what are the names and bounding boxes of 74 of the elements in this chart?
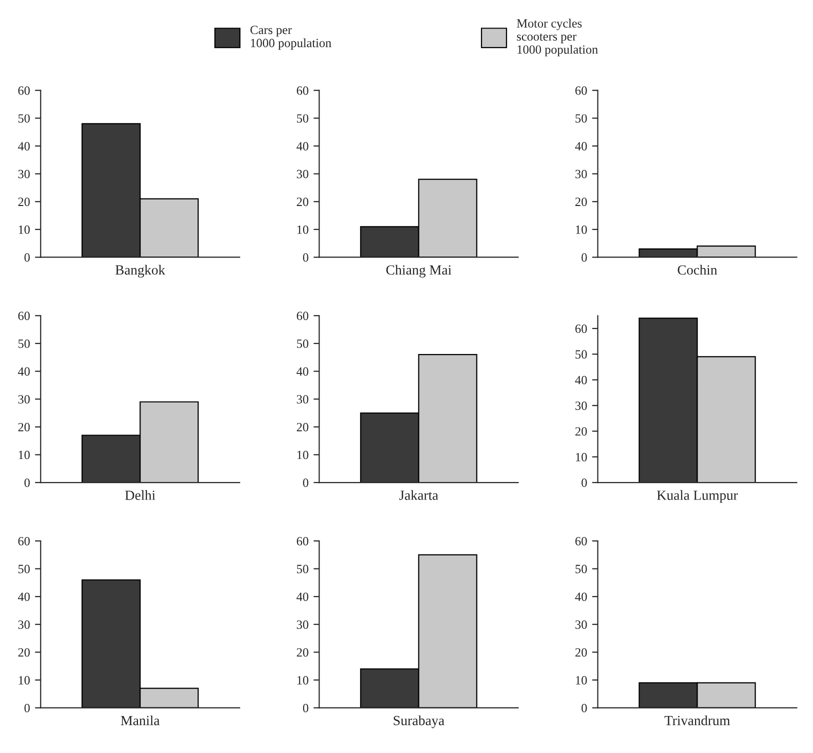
y-tick-label: 60 — [575, 86, 587, 95]
y-tick-label: 30 — [575, 170, 587, 178]
y-tick-label: 0 — [582, 478, 587, 487]
y-tick-label: 50 — [297, 114, 308, 123]
y-tick-label: 20 — [296, 198, 308, 206]
y-tick-label: 0 — [303, 704, 308, 712]
y-tick-label: 0 — [24, 704, 30, 712]
y-tick-label: 20 — [575, 198, 587, 206]
y-tick-label: 60 — [296, 86, 308, 95]
x-axis-title: Cochin — [678, 264, 718, 275]
y-tick-label: 10 — [576, 452, 587, 462]
y-tick-label: 40 — [575, 376, 587, 384]
y-tick-label: 50 — [576, 350, 587, 359]
y-tick-label: 30 — [18, 395, 30, 404]
legend-label: Cars per 1000 population — [250, 26, 332, 50]
y-tick-label: 60 — [18, 312, 30, 320]
y-tick-label: 60 — [575, 324, 587, 333]
y-tick-label: 10 — [297, 450, 308, 460]
y-tick-label: 40 — [18, 592, 30, 602]
y-tick-label: 10 — [18, 676, 30, 684]
y-tick-label: 50 — [18, 339, 30, 348]
y-tick-label: 20 — [18, 198, 30, 206]
y-tick-label: 60 — [296, 312, 308, 320]
y-tick-label: 50 — [297, 339, 308, 348]
x-axis-title: Kuala Lumpur — [656, 490, 738, 503]
x-axis-title: Delhi — [125, 490, 156, 500]
x-axis-title: Bangkok — [115, 264, 166, 278]
y-tick-label: 40 — [575, 592, 587, 602]
y-tick-label: 10 — [18, 450, 30, 460]
y-tick-label: 0 — [24, 253, 30, 262]
x-axis-title: Jakarta — [399, 490, 438, 500]
y-tick-label: 40 — [575, 142, 587, 150]
y-tick-label: 60 — [575, 536, 587, 546]
y-tick-label: 30 — [575, 620, 587, 629]
y-tick-label: 40 — [18, 142, 30, 150]
x-axis-title: Manila — [120, 715, 160, 726]
y-tick-label: 50 — [297, 564, 308, 574]
y-tick-label: 60 — [296, 536, 308, 546]
y-tick-label: 10 — [576, 225, 587, 234]
y-tick-label: 10 — [18, 225, 30, 234]
y-tick-label: 20 — [296, 648, 308, 657]
y-tick-label: 50 — [576, 564, 587, 574]
y-tick-label: 0 — [24, 478, 30, 487]
y-tick-label: 20 — [18, 648, 30, 657]
y-tick-label: 60 — [18, 536, 30, 546]
y-tick-label: 30 — [296, 170, 308, 178]
y-tick-label: 50 — [18, 564, 30, 574]
y-tick-label: 0 — [582, 704, 587, 712]
y-tick-label: 20 — [575, 427, 587, 436]
y-tick-label: 10 — [576, 676, 587, 684]
y-tick-label: 20 — [575, 648, 587, 657]
y-tick-label: 0 — [303, 478, 308, 487]
y-tick-label: 40 — [296, 592, 308, 602]
y-tick-label: 20 — [296, 422, 308, 432]
y-tick-label: 0 — [582, 253, 587, 262]
legend-label: Motor cycles scooters per 1000 population — [516, 18, 598, 56]
y-tick-label: 50 — [18, 114, 30, 123]
y-tick-label: 30 — [18, 620, 30, 629]
y-tick-label: 50 — [576, 114, 587, 123]
y-tick-label: 20 — [18, 422, 30, 432]
y-tick-label: 10 — [297, 225, 308, 234]
y-tick-label: 40 — [296, 367, 308, 376]
y-tick-label: 30 — [296, 620, 308, 629]
y-tick-label: 30 — [296, 395, 308, 404]
y-tick-label: 60 — [18, 86, 30, 95]
x-axis-title: Surabaya — [394, 715, 444, 728]
y-tick-label: 40 — [296, 142, 308, 150]
x-axis-title: Trivandrum — [664, 715, 730, 726]
x-axis-title: Chiang Mai — [386, 264, 452, 278]
y-tick-label: 10 — [297, 676, 308, 684]
y-tick-label: 0 — [303, 253, 308, 262]
y-tick-label: 30 — [575, 402, 587, 410]
y-tick-label: 30 — [18, 170, 30, 178]
y-tick-label: 40 — [18, 367, 30, 376]
